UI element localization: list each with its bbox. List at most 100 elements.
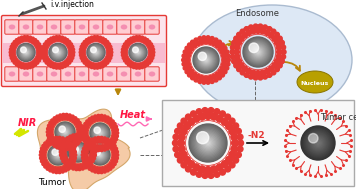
Circle shape <box>146 59 150 62</box>
Circle shape <box>106 45 109 48</box>
Circle shape <box>122 57 125 59</box>
Circle shape <box>246 40 270 64</box>
Circle shape <box>92 118 96 122</box>
Circle shape <box>75 168 78 171</box>
Circle shape <box>189 46 194 51</box>
Circle shape <box>144 61 148 64</box>
Circle shape <box>41 160 43 163</box>
Circle shape <box>69 143 87 161</box>
Circle shape <box>94 150 97 153</box>
Circle shape <box>231 140 239 146</box>
Circle shape <box>16 41 20 44</box>
Circle shape <box>221 119 228 125</box>
Circle shape <box>87 140 91 144</box>
Circle shape <box>205 167 211 173</box>
Circle shape <box>56 50 61 55</box>
Circle shape <box>57 154 59 156</box>
Circle shape <box>93 148 107 162</box>
Circle shape <box>81 130 84 133</box>
Circle shape <box>281 45 286 50</box>
Circle shape <box>87 43 105 61</box>
Circle shape <box>124 59 126 62</box>
Circle shape <box>208 173 214 178</box>
Circle shape <box>196 41 200 46</box>
Ellipse shape <box>192 5 352 115</box>
Circle shape <box>112 134 116 138</box>
Circle shape <box>121 54 124 57</box>
FancyBboxPatch shape <box>19 67 33 81</box>
Circle shape <box>133 48 143 57</box>
Circle shape <box>60 116 64 120</box>
Circle shape <box>142 39 145 43</box>
Circle shape <box>223 70 227 74</box>
Circle shape <box>42 163 45 166</box>
Circle shape <box>139 63 142 67</box>
Circle shape <box>87 162 91 166</box>
Circle shape <box>44 48 47 51</box>
Circle shape <box>49 130 53 134</box>
Circle shape <box>124 43 126 46</box>
Circle shape <box>130 44 146 61</box>
Circle shape <box>131 46 145 59</box>
Circle shape <box>62 39 65 43</box>
Circle shape <box>260 70 266 75</box>
Circle shape <box>102 61 106 64</box>
Polygon shape <box>15 129 28 136</box>
Circle shape <box>271 70 276 75</box>
Circle shape <box>231 146 238 152</box>
FancyBboxPatch shape <box>33 20 47 34</box>
Circle shape <box>138 36 141 38</box>
Circle shape <box>100 136 103 139</box>
Circle shape <box>79 136 83 140</box>
Circle shape <box>42 57 45 59</box>
Circle shape <box>69 48 72 51</box>
Circle shape <box>44 54 47 57</box>
Ellipse shape <box>107 71 113 77</box>
Circle shape <box>58 125 72 139</box>
Circle shape <box>96 129 104 137</box>
Circle shape <box>134 63 137 67</box>
Circle shape <box>91 146 109 164</box>
Circle shape <box>95 150 105 160</box>
Circle shape <box>200 135 216 151</box>
Circle shape <box>51 62 54 66</box>
Circle shape <box>84 166 87 169</box>
Circle shape <box>69 165 72 168</box>
Circle shape <box>59 38 62 42</box>
Circle shape <box>124 48 127 51</box>
Circle shape <box>89 142 93 146</box>
FancyBboxPatch shape <box>75 67 89 81</box>
Circle shape <box>52 139 56 143</box>
Circle shape <box>144 41 148 44</box>
Circle shape <box>175 128 180 134</box>
Circle shape <box>282 50 286 54</box>
Circle shape <box>190 125 226 161</box>
Circle shape <box>305 131 330 156</box>
Circle shape <box>94 51 98 54</box>
Circle shape <box>46 59 49 62</box>
FancyBboxPatch shape <box>89 20 103 34</box>
Circle shape <box>84 134 88 138</box>
Circle shape <box>302 127 334 159</box>
Circle shape <box>51 148 66 162</box>
Circle shape <box>237 67 241 72</box>
Circle shape <box>71 145 85 159</box>
Circle shape <box>215 72 220 77</box>
Circle shape <box>108 59 110 62</box>
Circle shape <box>64 37 66 40</box>
Circle shape <box>89 144 93 148</box>
Circle shape <box>126 59 130 62</box>
Circle shape <box>26 66 29 69</box>
Circle shape <box>18 45 34 60</box>
Circle shape <box>103 148 106 151</box>
Circle shape <box>35 59 38 62</box>
Circle shape <box>21 47 31 58</box>
Circle shape <box>55 49 61 55</box>
Circle shape <box>60 127 70 137</box>
Circle shape <box>84 135 87 138</box>
Circle shape <box>68 56 71 60</box>
Circle shape <box>129 41 132 44</box>
Circle shape <box>104 43 108 46</box>
Circle shape <box>66 137 69 140</box>
Circle shape <box>112 150 116 154</box>
